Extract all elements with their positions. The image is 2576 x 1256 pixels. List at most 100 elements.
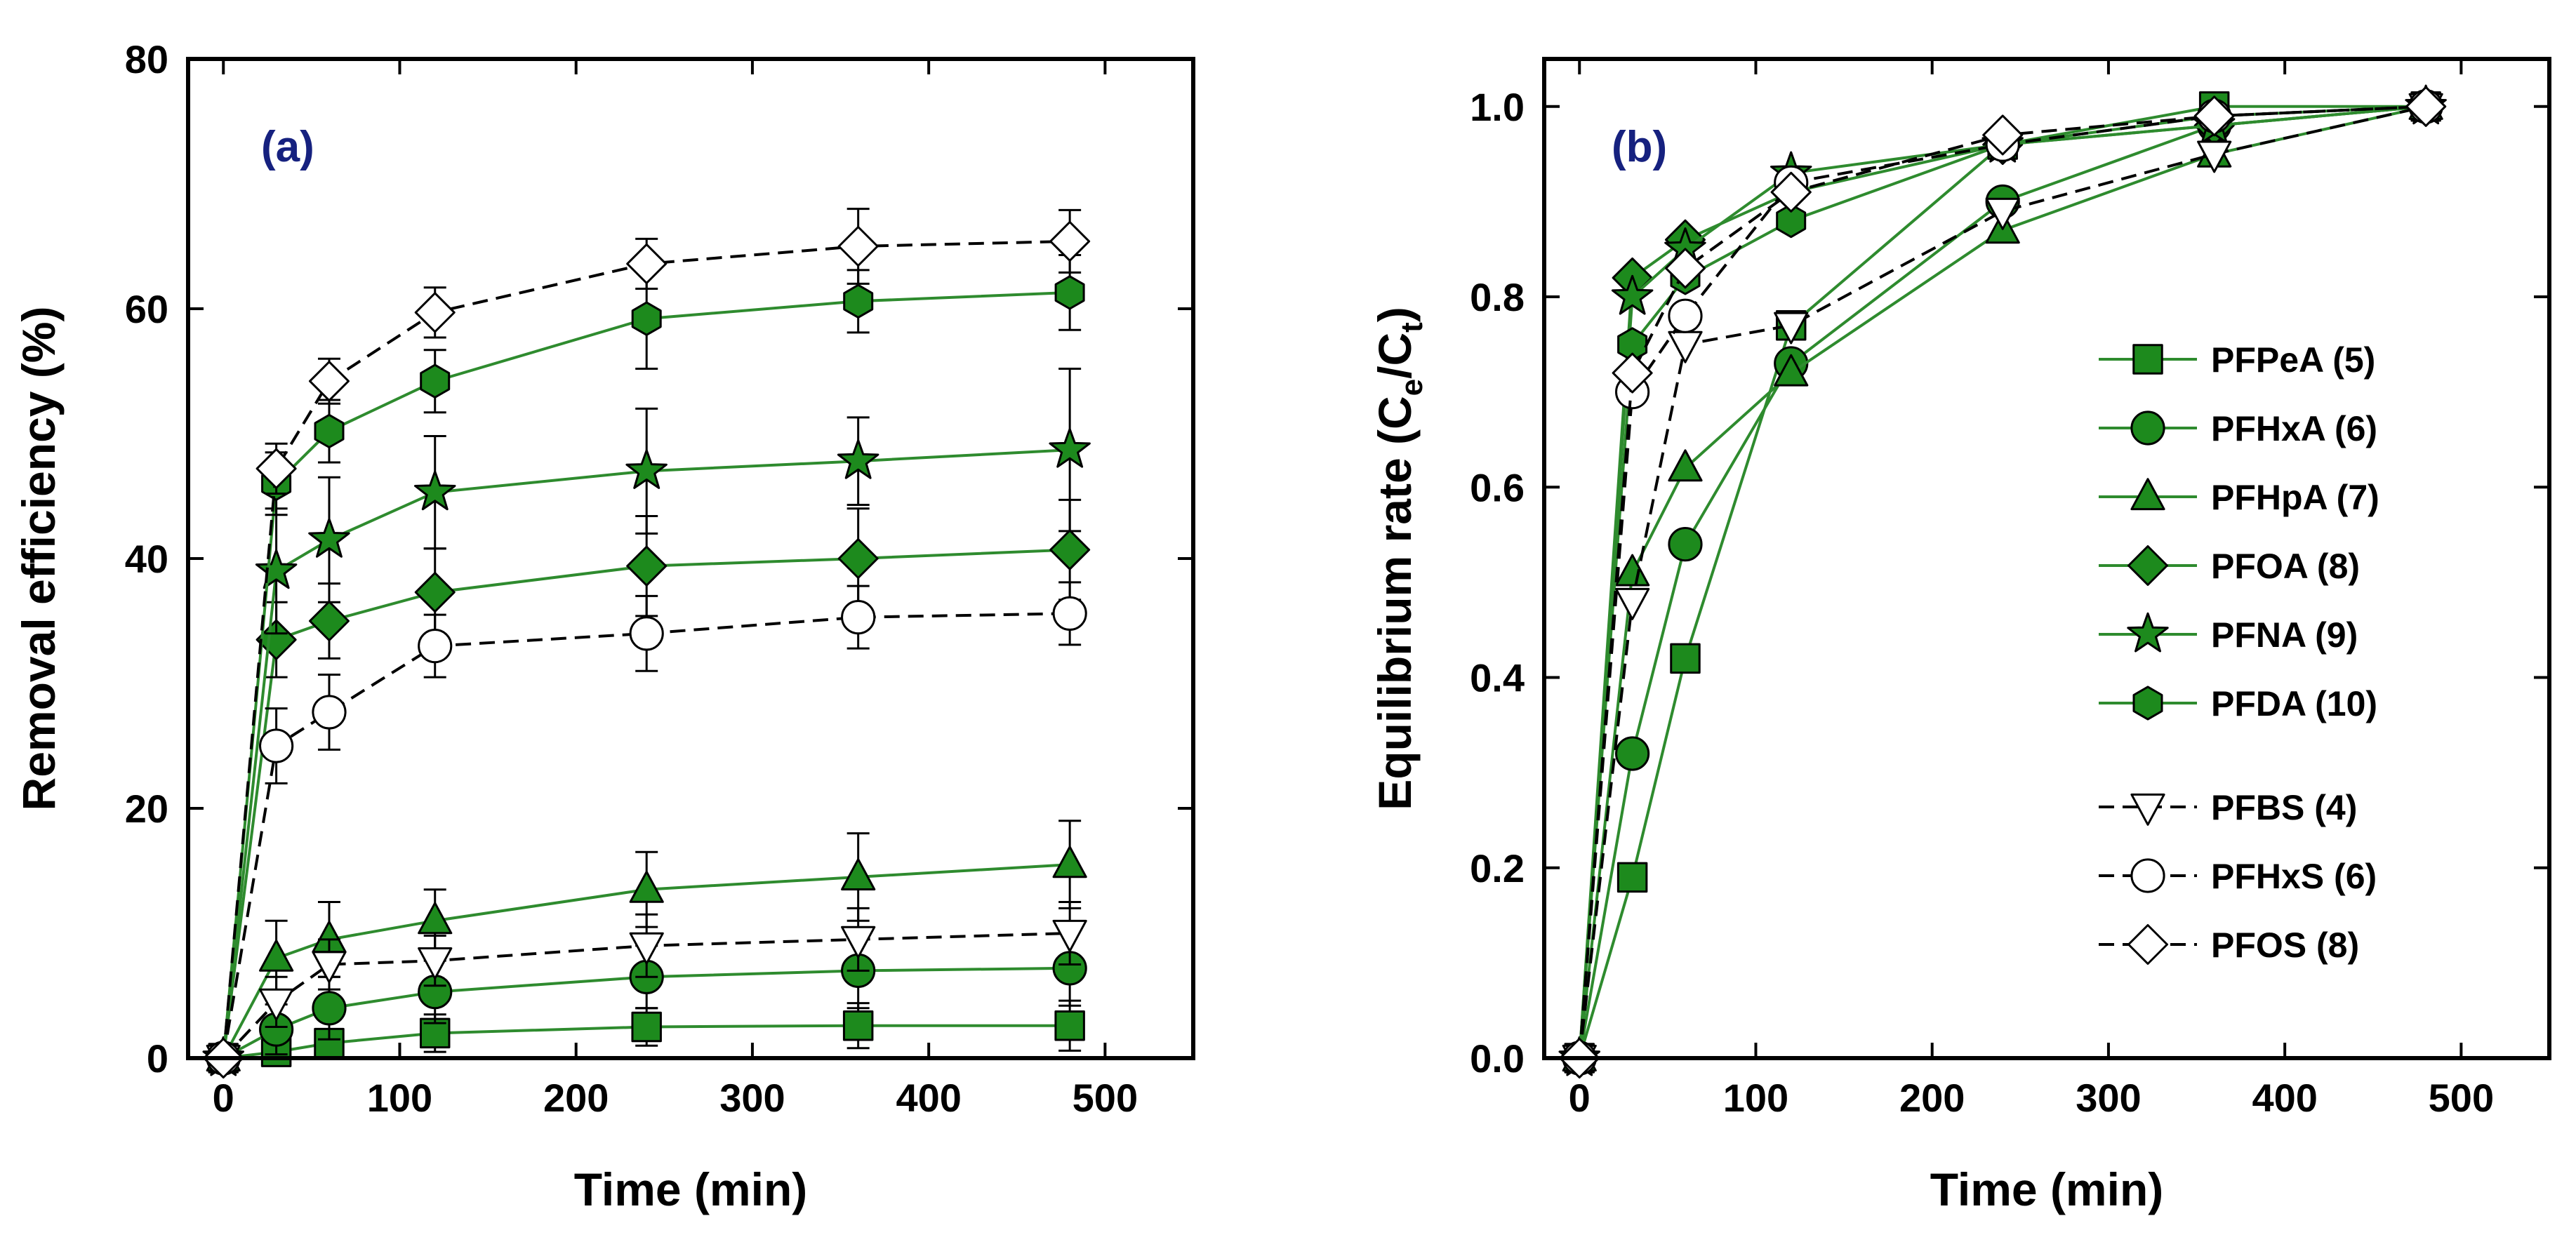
plot-frame: [186, 57, 1195, 1060]
data-point: [418, 902, 453, 935]
legend-item-pfhxs-6: PFHxS (6): [2099, 857, 2377, 896]
x-tick-label: 500: [2429, 1076, 2494, 1120]
legend-marker: [2130, 478, 2165, 511]
data-point: [259, 939, 294, 972]
x-tick-label: 400: [2252, 1076, 2317, 1120]
data-point: [631, 301, 662, 336]
data-point: [2197, 140, 2232, 173]
legend-label: PFHxA (6): [2211, 409, 2377, 448]
legend-marker: [2127, 545, 2168, 586]
data-point: [625, 449, 668, 489]
data-point: [259, 988, 294, 1021]
data-point: [308, 518, 350, 558]
y-tick-label: 80: [125, 37, 168, 81]
data-point: [1612, 352, 1653, 394]
y-axis-label: Removal efficiency (%): [13, 307, 65, 811]
y-tick-label: 20: [125, 787, 168, 831]
data-point: [837, 439, 879, 479]
legend-item-pfna-9: PFNA (9): [2099, 612, 2358, 655]
series-pfos-8: [1559, 86, 2447, 1078]
data-point: [1985, 197, 2020, 230]
data-point: [841, 926, 876, 958]
data-point: [308, 361, 350, 402]
legend-label: PFHxS (6): [2211, 857, 2377, 896]
legend-marker: [2130, 410, 2165, 446]
data-point: [837, 538, 879, 579]
y-tick-label: 0: [147, 1036, 168, 1081]
y-tick-label: 0.2: [1470, 846, 1525, 890]
x-tick-label: 300: [719, 1076, 785, 1120]
data-point: [1668, 449, 1703, 482]
legend-item-pfos-8: PFOS (8): [2099, 924, 2359, 965]
data-point: [2405, 86, 2447, 127]
legend-marker: [2130, 793, 2165, 826]
legend-item-pfbs-4: PFBS (4): [2099, 788, 2357, 827]
data-point: [420, 363, 451, 399]
data-point: [626, 545, 668, 587]
legend-label: PFNA (9): [2211, 615, 2358, 655]
data-point: [629, 616, 664, 651]
data-point: [1615, 736, 1650, 771]
data-point: [259, 728, 294, 763]
data-point: [419, 1017, 451, 1049]
data-point: [418, 629, 453, 664]
y-label-part: ): [1369, 307, 1421, 322]
legend-label: PFOA (8): [2211, 547, 2360, 586]
data-point: [2193, 95, 2235, 137]
panel-label: (a): [261, 123, 314, 171]
x-axis-label: Time (min): [1930, 1163, 2163, 1215]
data-point: [414, 292, 456, 333]
y-tick-label: 0.4: [1470, 656, 1525, 700]
series-pfhxs-6: [206, 581, 1087, 1076]
data-point: [414, 470, 456, 511]
legend-label: PFOS (8): [2211, 926, 2359, 965]
data-point: [629, 870, 664, 903]
x-tick-label: 200: [1899, 1076, 1965, 1120]
data-point: [1774, 354, 1809, 387]
series-pfos-8: [203, 208, 1091, 1078]
y-tick-label: 60: [125, 287, 168, 331]
data-point: [312, 951, 347, 984]
y-tick-label: 40: [125, 537, 168, 581]
y-tick-label: 1.0: [1470, 85, 1525, 129]
y-tick-label: 0.0: [1470, 1036, 1525, 1081]
data-point: [1049, 427, 1091, 468]
x-tick-label: 0: [213, 1076, 234, 1120]
panel-b: 0 100 200 300 400 500 0.0 0.2 0.4 0.6 0.8 1.0 (b) Tim…: [1369, 57, 2551, 1215]
x-tick-label: 400: [896, 1076, 961, 1120]
data-point: [843, 283, 874, 319]
data-point: [312, 695, 347, 730]
data-point: [1615, 554, 1650, 587]
y-label-part: /C: [1369, 333, 1421, 379]
data-point: [1611, 274, 1654, 315]
data-point: [1776, 203, 1807, 239]
x-tick-label: 500: [1073, 1076, 1138, 1120]
x-tick-label: 200: [543, 1076, 609, 1120]
data-point: [1052, 919, 1087, 952]
data-point: [626, 243, 668, 284]
x-tick-label: 300: [2076, 1076, 2141, 1120]
data-point: [841, 858, 876, 890]
x-tick-label: 0: [1569, 1076, 1591, 1120]
x-tick-label: 100: [1723, 1076, 1788, 1120]
plot-frame: [1542, 57, 2551, 1060]
data-point: [1670, 643, 1701, 674]
legend-marker: [2130, 858, 2165, 893]
data-point: [1664, 248, 1706, 289]
data-point: [414, 572, 456, 613]
data-point: [1049, 529, 1091, 570]
legend-marker: [2127, 612, 2169, 653]
y-tick-label: 0.6: [1470, 465, 1525, 509]
legend-item-pfhpa-7: PFHpA (7): [2099, 478, 2379, 517]
data-point: [837, 226, 879, 267]
subscript: e: [1395, 379, 1429, 396]
data-point: [308, 601, 350, 641]
data-point: [1770, 171, 1812, 213]
data-point: [631, 1011, 662, 1043]
data-point: [1049, 220, 1091, 262]
panel-a: 0 100 200 300 400 500 0 20 40 60 80 (a) Time (min) Re…: [13, 37, 1195, 1215]
data-point: [629, 932, 664, 965]
data-point: [255, 549, 298, 589]
x-axis-label: Time (min): [574, 1163, 807, 1215]
